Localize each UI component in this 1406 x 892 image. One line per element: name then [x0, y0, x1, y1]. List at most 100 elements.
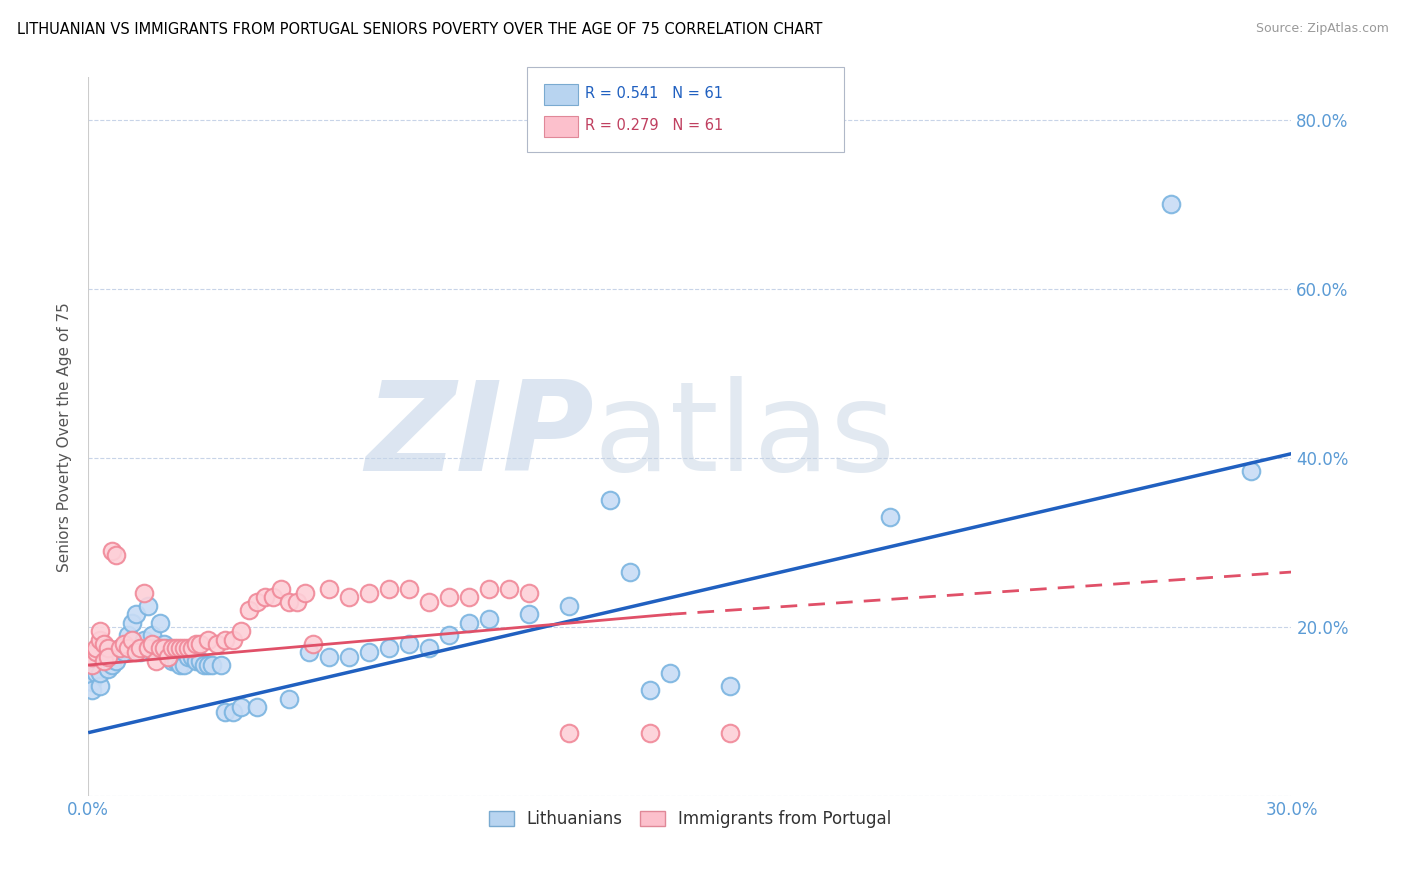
Point: [599, 493, 621, 508]
Point: [173, 658, 195, 673]
Point: [101, 658, 124, 673]
Point: [357, 645, 380, 659]
Point: [214, 705, 236, 719]
Point: [145, 641, 167, 656]
Point: [93, 645, 115, 659]
Point: [177, 641, 200, 656]
Point: [558, 599, 581, 613]
Text: Source: ZipAtlas.com: Source: ZipAtlas.com: [1256, 22, 1389, 36]
Point: [285, 594, 308, 608]
Point: [718, 679, 741, 693]
Legend: Lithuanians, Immigrants from Portugal: Lithuanians, Immigrants from Portugal: [482, 803, 898, 835]
Point: [125, 645, 148, 659]
Point: [197, 632, 219, 647]
Point: [718, 725, 741, 739]
Point: [209, 658, 232, 673]
Point: [186, 637, 208, 651]
Point: [117, 641, 139, 656]
Point: [169, 658, 191, 673]
Point: [165, 654, 187, 668]
Point: [110, 641, 132, 656]
Point: [145, 654, 167, 668]
Point: [112, 637, 135, 651]
Point: [121, 632, 143, 647]
Point: [177, 649, 200, 664]
Point: [129, 645, 152, 659]
Text: ZIP: ZIP: [364, 376, 593, 497]
Point: [134, 586, 156, 600]
Point: [186, 654, 208, 668]
Point: [879, 510, 901, 524]
Point: [181, 641, 204, 656]
Point: [238, 603, 260, 617]
Point: [458, 615, 481, 630]
Point: [149, 615, 172, 630]
Point: [84, 645, 107, 659]
Point: [277, 691, 299, 706]
Point: [89, 632, 111, 647]
Point: [437, 628, 460, 642]
Point: [1240, 464, 1263, 478]
Point: [97, 649, 120, 664]
Point: [93, 654, 115, 668]
Point: [89, 624, 111, 639]
Point: [221, 705, 243, 719]
Point: [205, 637, 228, 651]
Point: [153, 637, 176, 651]
Point: [658, 666, 681, 681]
Point: [1160, 197, 1182, 211]
Point: [298, 645, 321, 659]
Point: [193, 658, 215, 673]
Point: [558, 725, 581, 739]
Point: [97, 649, 120, 664]
Point: [93, 637, 115, 651]
Point: [197, 658, 219, 673]
Point: [173, 641, 195, 656]
Point: [153, 641, 176, 656]
Point: [458, 591, 481, 605]
Point: [157, 641, 180, 656]
Point: [82, 658, 104, 673]
Point: [277, 594, 299, 608]
Text: LITHUANIAN VS IMMIGRANTS FROM PORTUGAL SENIORS POVERTY OVER THE AGE OF 75 CORREL: LITHUANIAN VS IMMIGRANTS FROM PORTUGAL S…: [17, 22, 823, 37]
Point: [97, 662, 120, 676]
Point: [162, 641, 184, 656]
Point: [478, 611, 501, 625]
Point: [112, 645, 135, 659]
Point: [294, 586, 316, 600]
Point: [82, 649, 104, 664]
Point: [141, 637, 163, 651]
Point: [162, 654, 184, 668]
Point: [619, 565, 641, 579]
Point: [169, 641, 191, 656]
Point: [378, 641, 401, 656]
Point: [246, 594, 269, 608]
Point: [97, 641, 120, 656]
Point: [418, 594, 440, 608]
Point: [246, 700, 269, 714]
Point: [337, 649, 360, 664]
Point: [165, 641, 187, 656]
Point: [84, 658, 107, 673]
Point: [262, 591, 284, 605]
Point: [378, 582, 401, 596]
Point: [398, 582, 420, 596]
Point: [101, 544, 124, 558]
Point: [125, 607, 148, 622]
Point: [105, 548, 128, 562]
Point: [398, 637, 420, 651]
Point: [519, 586, 541, 600]
Point: [337, 591, 360, 605]
Point: [157, 649, 180, 664]
Text: atlas: atlas: [593, 376, 896, 497]
Point: [82, 683, 104, 698]
Y-axis label: Seniors Poverty Over the Age of 75: Seniors Poverty Over the Age of 75: [58, 301, 72, 572]
Point: [270, 582, 292, 596]
Point: [301, 637, 323, 651]
Point: [519, 607, 541, 622]
Point: [221, 632, 243, 647]
Point: [318, 582, 340, 596]
Point: [214, 632, 236, 647]
Point: [229, 624, 252, 639]
Point: [84, 641, 107, 656]
